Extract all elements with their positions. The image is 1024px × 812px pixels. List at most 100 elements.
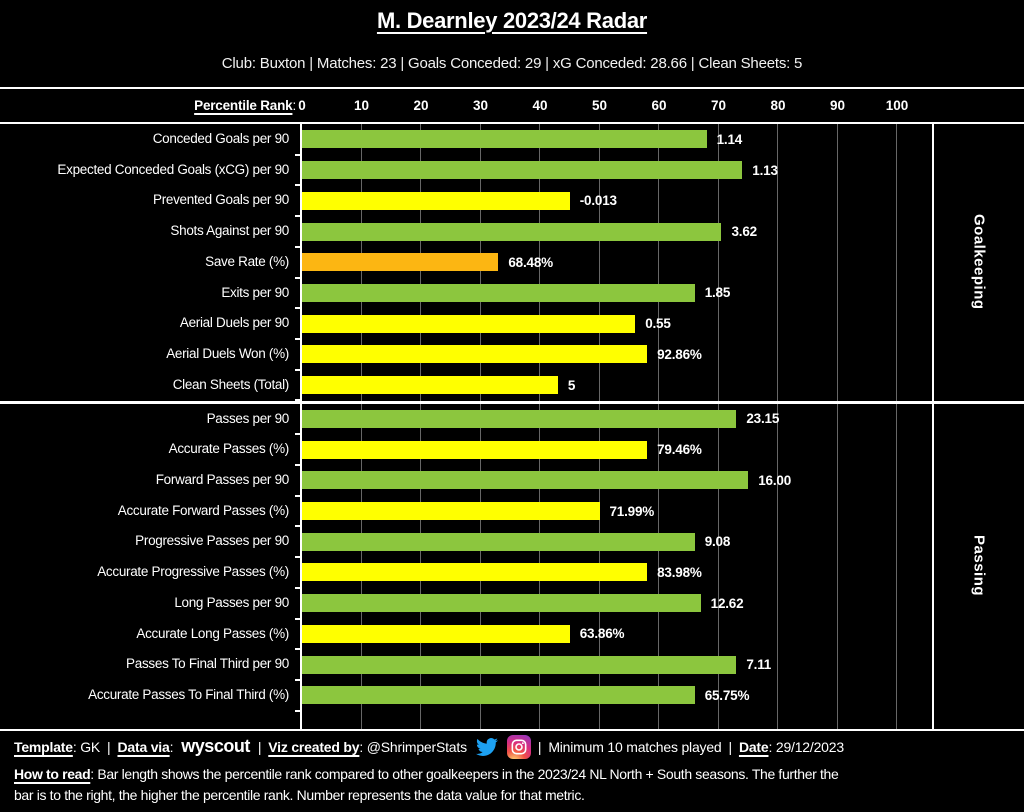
separator: | [728, 738, 733, 755]
divider-line [0, 87, 1024, 89]
credits-line: Template: GK | Data via: wyscout | Viz create… [14, 733, 1016, 760]
axis-tick-label: 40 [532, 98, 548, 113]
percentile-bar [302, 624, 570, 643]
bar-area: 92.86% [295, 339, 932, 371]
metric-value: 5 [567, 377, 576, 393]
credit-label: Data via [117, 738, 170, 755]
separator: | [107, 738, 111, 755]
metric-value: 23.15 [746, 411, 780, 427]
metric-row: Shots Against per 90 3.62 [0, 216, 932, 248]
axis-tick [295, 617, 302, 620]
metric-value: -0.013 [579, 193, 617, 209]
percentile-bar [302, 345, 648, 364]
credit-value: : [169, 738, 174, 755]
metric-value: 65.75% [704, 687, 750, 703]
axis-tick-label: 100 [885, 98, 909, 113]
axis-tick-label: 50 [591, 98, 608, 113]
metric-value: 79.46% [657, 442, 702, 458]
metric-row: Prevented Goals per 90 -0.013 [0, 185, 932, 218]
metric-label: Aerial Duels Won (%) [166, 346, 289, 362]
percentile-bar [302, 222, 722, 241]
axis-tick-label: 90 [829, 98, 846, 113]
metric-label: Aerial Duels per 90 [179, 315, 289, 331]
metric-row: Progressive Passes per 90 9.08 [0, 526, 932, 559]
bar-area: 0.55 [295, 308, 932, 341]
percentile-bar [302, 314, 636, 333]
bar-area: 1.14 [295, 124, 932, 156]
section-label-text: Goalkeeping [970, 214, 988, 310]
twitter-icon [475, 737, 498, 756]
axis-tick [295, 678, 302, 681]
axis-tick [295, 586, 302, 589]
metric-label: Expected Conceded Goals (xCG) per 90 [57, 161, 289, 177]
twitter-icon [474, 736, 500, 758]
bar-area: 5 [295, 370, 932, 402]
axis-tick [295, 153, 302, 156]
metric-row: Aerial Duels per 90 0.55 [0, 308, 932, 341]
gridline [896, 124, 897, 729]
metric-value: 3.62 [731, 224, 757, 240]
metric-label: Passes per 90 [206, 410, 290, 426]
credit-label: Template [14, 738, 73, 755]
percentile-bar [302, 130, 707, 149]
axis-label: Percentile Rank: [194, 98, 296, 113]
bar-area: -0.013 [295, 185, 932, 218]
metric-row: Passes To Final Third per 90 7.11 [0, 649, 932, 681]
metric-value: 12.62 [710, 595, 744, 611]
section-divider-line [0, 400, 1024, 404]
wyscout-logo: wyscout [181, 736, 250, 756]
metric-label: Accurate Forward Passes (%) [117, 502, 290, 518]
metric-label: Accurate Progressive Passes (%) [97, 564, 289, 580]
percentile-bar [302, 655, 737, 674]
credit-value: : @ShrimperStats [359, 738, 467, 755]
metric-label: Forward Passes per 90 [155, 471, 290, 487]
metric-label: Shots Against per 90 [170, 223, 289, 239]
metric-row: Accurate Forward Passes (%) 71.99% [0, 496, 932, 528]
axis-tick [295, 307, 302, 310]
instagram-icon [506, 734, 531, 759]
bar-area: 12.62 [295, 588, 932, 620]
section-label-passing: Passing [934, 404, 1024, 729]
credit-value: : 29/12/2023 [768, 738, 844, 755]
axis-tick [295, 368, 302, 371]
bar-area: 71.99% [295, 496, 932, 528]
metric-row: Exits per 90 1.85 [0, 278, 932, 310]
page-title: M. Dearnley 2023/24 Radar [376, 8, 648, 33]
metric-value: 9.08 [704, 534, 731, 550]
metric-label: Progressive Passes per 90 [135, 533, 289, 549]
instagram-icon [506, 734, 531, 759]
metric-row: Accurate Long Passes (%) 63.86% [0, 619, 932, 651]
bar-area: 63.86% [295, 619, 932, 651]
axis-tick [295, 494, 302, 497]
bar-area: 1.13 [295, 155, 932, 187]
axis-tick [295, 245, 302, 248]
percentile-bar [302, 532, 695, 551]
footer: Template: GK | Data via: wyscout | Viz create… [14, 733, 1016, 806]
metric-value: 1.14 [716, 131, 743, 147]
metric-value: 1.13 [752, 162, 778, 178]
credit-label: Viz created by [268, 738, 360, 755]
section-goalkeeping: Conceded Goals per 90 1.14 Expected Conced… [0, 124, 932, 402]
divider-line [0, 729, 1024, 731]
percentile-bar [302, 283, 695, 302]
axis-tick-label: 80 [770, 98, 786, 113]
axis-tick [295, 399, 302, 402]
metric-row: Expected Conceded Goals (xCG) per 90 1.13 [0, 155, 932, 187]
metric-row: Accurate Passes (%) 79.46% [0, 434, 932, 466]
metric-value: 83.98% [657, 564, 702, 580]
axis-tick [295, 276, 302, 279]
axis-tick [295, 433, 302, 436]
percentile-bar [302, 502, 600, 521]
how-to-read-line1: How to read: Bar length shows the percen… [14, 766, 839, 782]
axis-tick-label: 30 [472, 98, 489, 113]
axis-tick [295, 338, 302, 341]
metric-value: 63.86% [579, 626, 625, 642]
credit-label: Date [738, 738, 769, 755]
axis-tick [295, 184, 302, 187]
percentile-bar [302, 594, 701, 613]
player-summary: Club: Buxton | Matches: 23 | Goals Conce… [221, 55, 803, 72]
metric-label: Exits per 90 [221, 284, 289, 300]
gridline [777, 124, 778, 729]
axis-tick [295, 463, 302, 466]
divider-line [0, 122, 1024, 124]
